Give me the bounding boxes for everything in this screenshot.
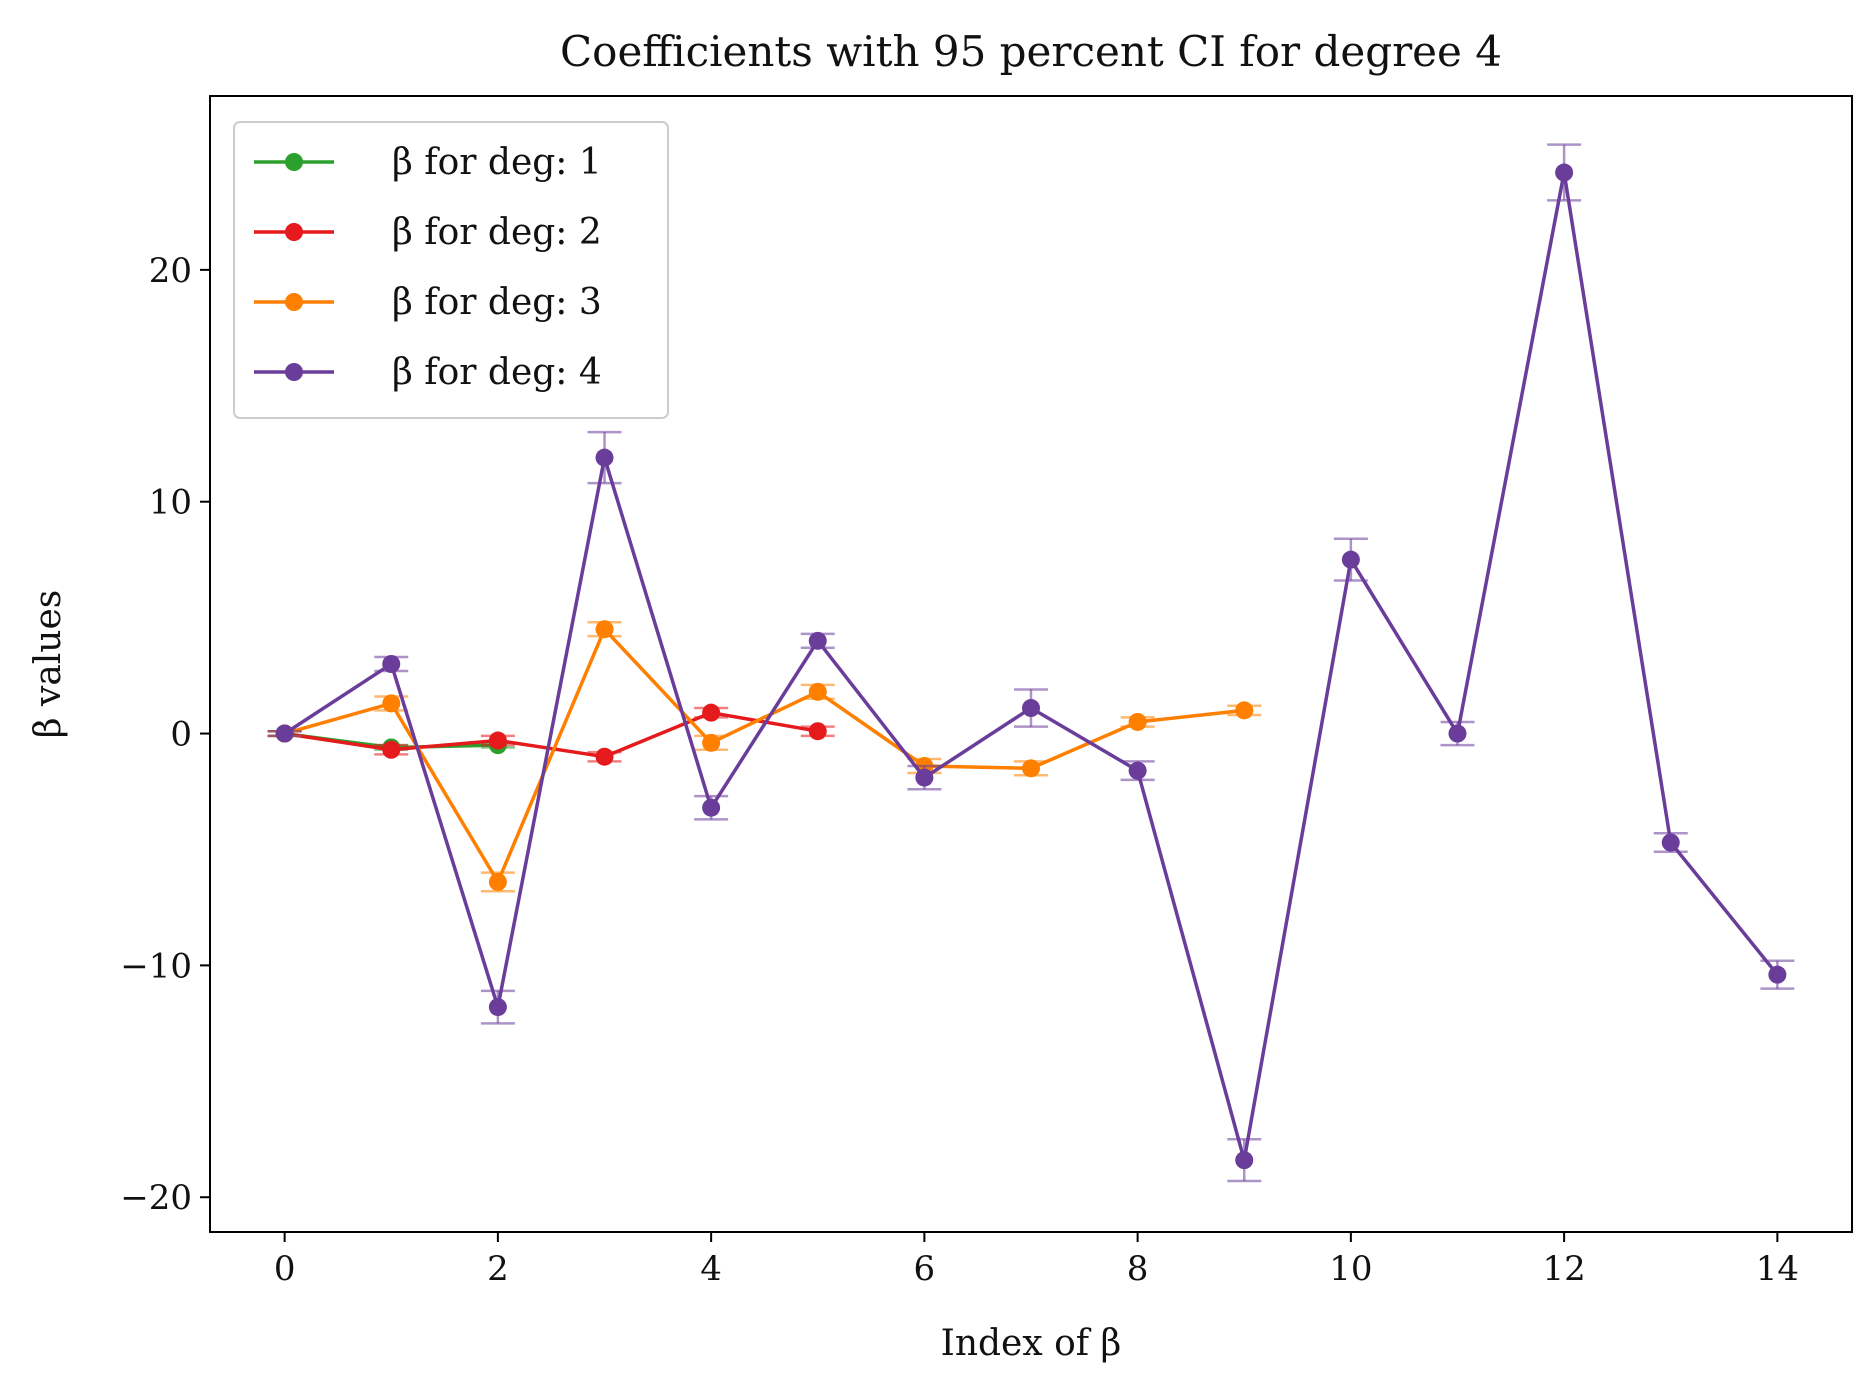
data-point	[702, 703, 721, 722]
legend-marker	[285, 153, 303, 171]
data-point	[702, 798, 721, 817]
y-axis-label: β values	[28, 590, 69, 739]
y-tick-label: 20	[149, 251, 192, 291]
data-point	[488, 872, 507, 891]
data-point	[1235, 701, 1254, 720]
legend-marker	[285, 363, 303, 381]
x-tick-label: 0	[274, 1249, 296, 1289]
data-point	[488, 731, 507, 750]
x-axis-ticks: 0 2 4 6 8 10 12 14	[274, 1232, 1799, 1289]
legend-label: β for deg: 2	[392, 212, 602, 253]
data-point	[1128, 712, 1147, 731]
legend-label: β for deg: 1	[392, 142, 602, 183]
plot-frame	[209, 95, 1853, 1233]
x-tick-label: 12	[1542, 1249, 1585, 1289]
legend-label: β for deg: 4	[392, 352, 602, 393]
data-point	[275, 724, 294, 743]
data-point	[1448, 724, 1467, 743]
chart-title: Coefficients with 95 percent CI for degr…	[560, 27, 1502, 76]
data-point	[1022, 759, 1040, 778]
data-point	[808, 631, 827, 650]
x-tick-label: 6	[914, 1249, 936, 1289]
x-tick-label: 8	[1127, 1249, 1149, 1289]
data-point	[595, 620, 614, 639]
series-line	[284, 627, 1245, 884]
y-axis-ticks: −20 −10 0 10 20	[120, 251, 210, 1218]
data-point	[1768, 965, 1787, 984]
data-point	[488, 998, 507, 1017]
data-point	[1555, 163, 1574, 182]
data-point	[1128, 761, 1147, 780]
x-tick-label: 14	[1756, 1249, 1799, 1289]
data-point	[915, 768, 934, 787]
data-point	[1661, 833, 1680, 852]
y-tick-label: 0	[170, 715, 192, 755]
data-point	[808, 682, 827, 701]
series-2	[267, 703, 835, 766]
legend: β for deg: 1 β for deg: 2 β for deg: 3 β fo…	[233, 121, 669, 419]
series-line	[284, 710, 819, 759]
legend-label: β for deg: 3	[392, 282, 602, 323]
legend-marker	[285, 223, 303, 241]
y-tick-label: −20	[120, 1178, 192, 1218]
legend-box	[233, 121, 669, 419]
data-point	[1022, 699, 1040, 718]
data-point	[595, 448, 614, 467]
data-point	[595, 747, 614, 766]
x-tick-label: 2	[487, 1249, 509, 1289]
data-point	[382, 694, 401, 713]
data-point	[702, 733, 721, 752]
y-tick-label: −10	[120, 946, 192, 986]
data-point	[1341, 550, 1360, 569]
data-point	[382, 655, 401, 673]
x-tick-label: 10	[1329, 1249, 1372, 1289]
y-tick-label: 10	[149, 483, 192, 523]
data-point	[1235, 1151, 1254, 1170]
x-axis-label: Index of β	[941, 1323, 1122, 1364]
legend-marker	[285, 293, 303, 311]
data-point	[808, 722, 827, 741]
data-point	[382, 740, 401, 759]
plot-content	[267, 143, 1795, 1183]
x-tick-label: 4	[700, 1249, 722, 1289]
series-4	[267, 143, 1795, 1183]
